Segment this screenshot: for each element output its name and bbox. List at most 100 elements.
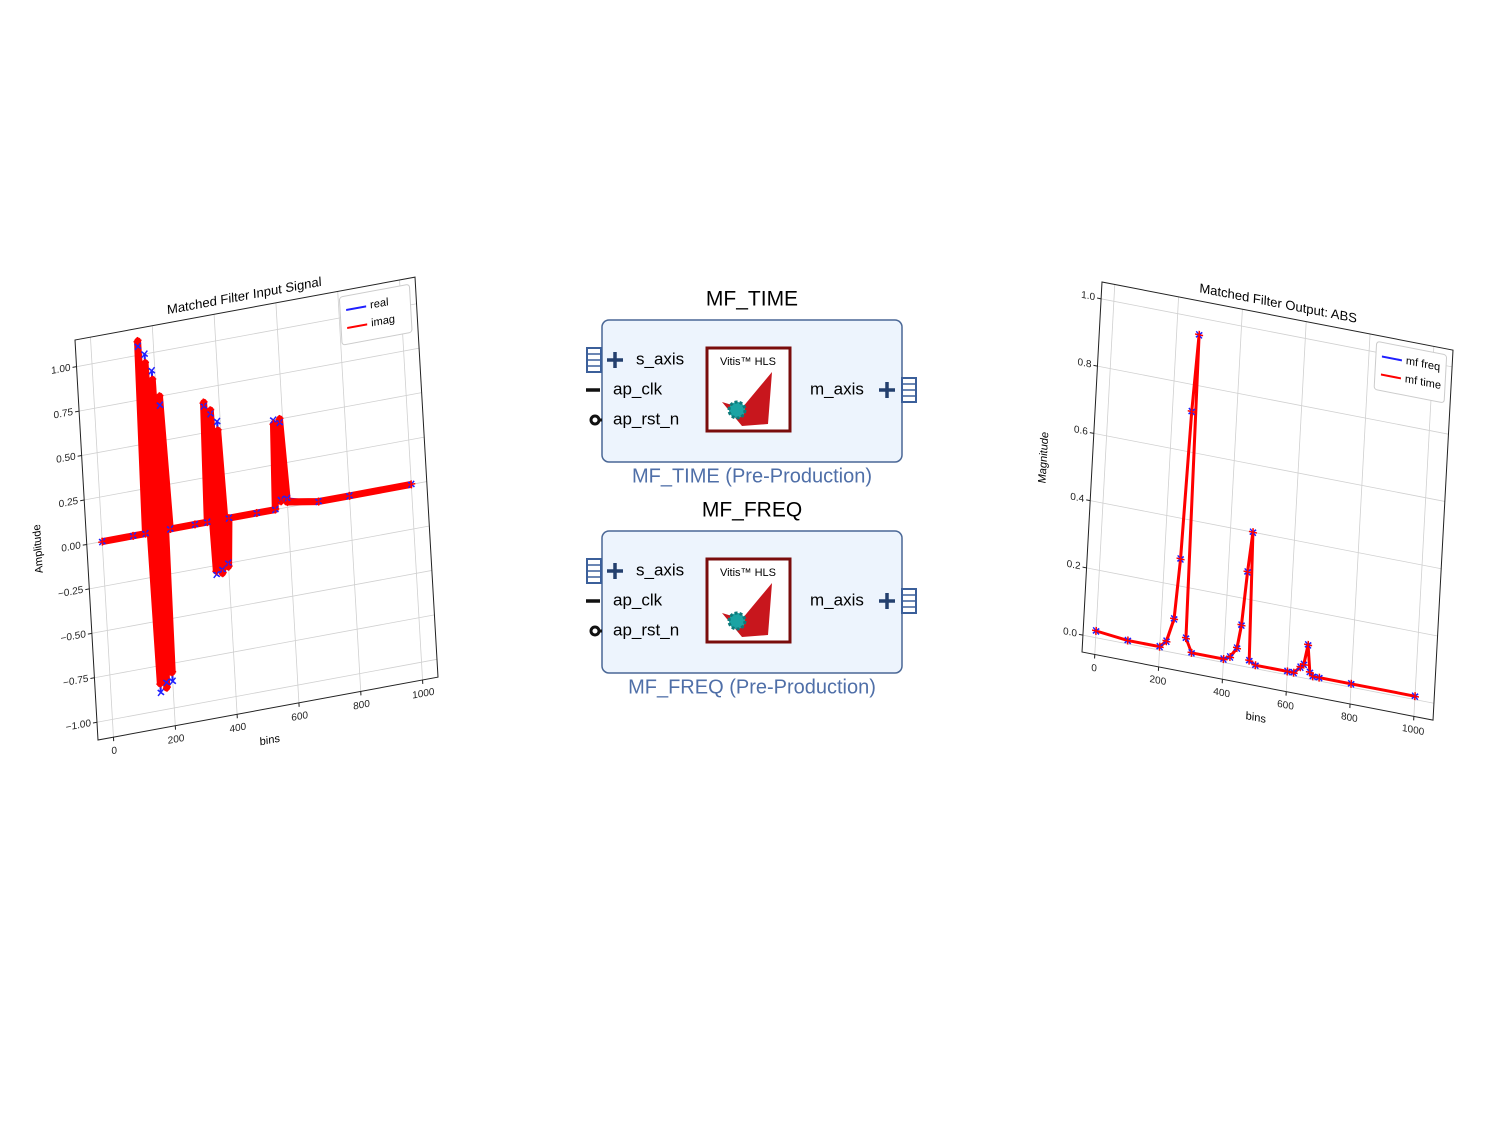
data-marker — [212, 566, 221, 575]
port-label: s_axis — [636, 349, 684, 368]
data-marker — [162, 678, 171, 687]
x-tick-label: 0 — [111, 745, 118, 757]
bus-icon — [586, 347, 602, 373]
plus-icon — [879, 593, 895, 609]
data-marker — [277, 497, 286, 506]
port-label: ap_rst_n — [613, 409, 679, 428]
grid-line — [94, 614, 435, 679]
data-marker — [206, 406, 215, 415]
data-marker — [157, 688, 165, 697]
grid-line — [1349, 333, 1371, 705]
grid-line — [399, 279, 423, 681]
chart-title: Matched Filter Input Signal — [167, 274, 322, 317]
y-tick — [75, 410, 80, 413]
grid-line — [90, 337, 114, 738]
legend-swatch — [1380, 373, 1402, 380]
data-marker — [345, 491, 354, 500]
y-tick — [72, 366, 77, 368]
y-axis-label: Amplitude — [31, 523, 46, 574]
data-marker — [1219, 654, 1228, 664]
legend-swatch — [347, 323, 368, 330]
data-marker — [1299, 660, 1308, 669]
data-marker — [271, 505, 280, 514]
grid-line — [1093, 432, 1445, 502]
y-tick-label: 0.25 — [58, 496, 78, 511]
y-tick-label: 1.0 — [1081, 290, 1096, 304]
y-tick-label: −0.75 — [63, 674, 89, 690]
grid-line — [1086, 567, 1438, 637]
data-marker — [148, 366, 156, 375]
legend-box — [1373, 341, 1448, 403]
y-tick-label: −0.50 — [60, 629, 86, 645]
legend-box — [339, 284, 413, 346]
grid-line — [1285, 321, 1307, 692]
port-label: m_axis — [810, 590, 864, 609]
y-tick-label: 0.0 — [1063, 626, 1078, 640]
grid-line — [79, 347, 420, 412]
x-tick-label: 400 — [1213, 686, 1231, 700]
x-tick-label: 1000 — [1402, 723, 1425, 738]
chart: 0 200 400 600 800 1000 −1.00 −0.75 −0.50 −0.25 0.0… — [31, 274, 439, 757]
block-caption: MF_FREQ (Pre-Production) — [628, 676, 876, 698]
plus-icon — [607, 563, 623, 579]
logo-text: Vitis™ HLS — [720, 567, 776, 579]
data-marker — [148, 375, 157, 384]
data-marker — [156, 679, 165, 688]
data-marker — [224, 514, 233, 523]
data-marker — [141, 358, 150, 368]
data-marker — [190, 520, 199, 529]
data-marker — [162, 683, 171, 692]
grid-line — [96, 658, 438, 723]
port-label: ap_clk — [613, 379, 663, 398]
chart-title: Matched Filter Output: ABS — [1199, 280, 1357, 325]
bus-icon — [901, 377, 917, 403]
series-line — [102, 337, 412, 692]
logo-gear — [727, 400, 747, 420]
y-tick — [92, 721, 98, 724]
y-tick-label: 0.75 — [53, 407, 73, 422]
grid-line — [1222, 309, 1243, 680]
y-axis-label: Magnitude — [1037, 431, 1052, 485]
data-marker — [203, 518, 212, 527]
x-tick-label: 600 — [291, 710, 309, 724]
legend-label: imag — [371, 313, 396, 329]
plot-frame — [74, 276, 439, 741]
y-tick-label: 0.00 — [61, 540, 81, 555]
y-tick-label: 0.6 — [1074, 424, 1089, 438]
grid-line — [81, 392, 422, 456]
data-marker — [275, 414, 284, 424]
data-marker — [1187, 407, 1196, 416]
legend-swatch — [1381, 355, 1402, 362]
data-marker — [1410, 692, 1420, 701]
port-label: ap_clk — [613, 590, 663, 609]
x-tick-label: 600 — [1277, 699, 1295, 713]
grid-line — [1082, 634, 1434, 704]
y-tick — [90, 677, 95, 680]
data-marker — [155, 392, 164, 401]
x-tick-label: 200 — [167, 733, 185, 747]
data-marker — [1245, 656, 1254, 665]
grid-line — [89, 525, 430, 590]
y-tick-label: 1.00 — [51, 362, 71, 377]
grid-line — [1094, 284, 1116, 655]
port-label: m_axis — [810, 379, 864, 398]
data-marker — [1304, 640, 1313, 650]
legend-swatch — [346, 305, 367, 312]
data-marker — [1243, 567, 1252, 577]
x-axis-label: bins — [259, 733, 280, 749]
data-marker — [98, 537, 107, 546]
y-tick — [1082, 566, 1087, 569]
bus-icon — [586, 558, 602, 584]
data-marker — [218, 569, 227, 578]
x-tick-label: 0 — [1091, 663, 1098, 675]
rst-pin — [589, 414, 601, 426]
plus-icon — [879, 382, 895, 398]
data-marker — [1162, 637, 1171, 646]
data-marker — [133, 336, 142, 346]
data-marker — [141, 529, 150, 538]
x-tick-label: 400 — [229, 721, 247, 735]
data-marker — [1251, 661, 1260, 670]
data-marker — [252, 508, 261, 518]
grid-line — [1413, 346, 1435, 717]
